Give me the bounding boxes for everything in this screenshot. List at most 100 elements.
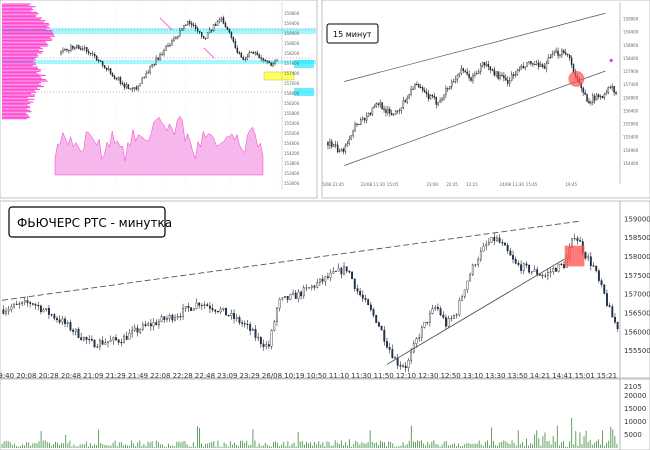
main-title: ФЬЮЧЕРС РТС - минутка — [17, 216, 172, 230]
candle-body — [367, 299, 370, 306]
candle-body — [272, 63, 274, 66]
candle-body — [466, 280, 469, 291]
candle-body — [386, 341, 388, 348]
candle-body — [183, 25, 185, 29]
candle-body — [249, 324, 252, 331]
candle-body — [284, 296, 286, 298]
profile-y-tick-label: 157400 — [284, 71, 300, 76]
candle-body — [260, 57, 262, 59]
candle-body — [530, 61, 532, 64]
candle-body — [613, 86, 615, 93]
main-x-tick-label: 26/08 — [262, 372, 282, 380]
candle-body — [601, 96, 604, 99]
candle-body — [86, 47, 88, 52]
candle-body — [127, 84, 130, 89]
candle-body — [7, 309, 10, 312]
candle-body — [219, 309, 222, 313]
candle-body — [517, 263, 520, 265]
candle-body — [362, 117, 364, 120]
candle-body — [532, 63, 534, 65]
candle-body — [595, 94, 598, 101]
candle-body — [332, 271, 335, 274]
candle-body — [466, 71, 468, 75]
inset15-x-tick-label: 22/08 11:30 — [361, 182, 386, 187]
candle-body — [359, 291, 362, 296]
candle-body — [607, 87, 610, 94]
candle-body — [520, 65, 523, 70]
candle-body — [82, 48, 84, 50]
candle-body — [129, 88, 132, 90]
candle-body — [85, 337, 88, 340]
candle-body — [171, 40, 173, 46]
candle-body — [191, 23, 193, 26]
candle-body — [168, 315, 171, 319]
candle-body — [418, 84, 420, 88]
candle-body — [80, 337, 83, 340]
candle-body — [74, 328, 77, 332]
candle-body — [90, 339, 93, 341]
candle-body — [343, 266, 345, 275]
candle-body — [327, 141, 329, 146]
candle-body — [278, 298, 281, 309]
candle-body — [512, 74, 515, 76]
candle-body — [428, 313, 431, 323]
candle-body — [56, 318, 58, 320]
candle-body — [195, 302, 198, 309]
candle-body — [125, 335, 128, 340]
profile-y-tick-label: 156600 — [284, 91, 300, 96]
main-x-tick-label: 11:30 — [351, 372, 371, 380]
candle-body — [505, 77, 507, 81]
candle-body — [179, 316, 182, 318]
candle-body — [414, 84, 416, 90]
candle-body — [534, 64, 536, 66]
main-x-tick-label: 10:19 — [284, 372, 304, 380]
candle-body — [179, 30, 181, 37]
candle-body — [335, 271, 337, 272]
candle-body — [344, 145, 347, 152]
candle-body — [88, 51, 90, 54]
candle-body — [485, 244, 488, 247]
candle-body — [354, 123, 356, 132]
candle-body — [115, 78, 118, 80]
inset15-y-tick-label: 154900 — [623, 148, 639, 153]
candle-body — [13, 303, 15, 308]
inset15-y-tick-label: 157900 — [623, 69, 639, 74]
candle-body — [173, 38, 175, 41]
candle-body — [82, 337, 85, 340]
candle-body — [536, 62, 538, 65]
candle-body — [561, 50, 563, 56]
candle-body — [34, 304, 37, 306]
candle-body — [324, 276, 327, 282]
candle-body — [224, 23, 227, 28]
candle-body — [68, 49, 70, 51]
candle-body — [99, 340, 101, 348]
candle-body — [501, 74, 503, 76]
candle-body — [10, 306, 13, 310]
main-y-tick-label: 159000 — [624, 215, 650, 223]
candle-body — [259, 337, 262, 345]
profile-y-tick-label: 155400 — [284, 121, 300, 126]
candle-body — [510, 74, 513, 81]
candle-body — [433, 95, 436, 98]
main-x-tick-label: 15:21 — [597, 372, 617, 380]
candle-body — [26, 300, 29, 303]
candle-body — [586, 94, 588, 102]
candle-body — [5, 310, 7, 314]
candle-body — [493, 69, 495, 76]
candle-body — [112, 337, 115, 341]
candle-body — [435, 97, 437, 105]
main-y-tick-label: 157000 — [624, 291, 650, 299]
candle-body — [358, 124, 360, 126]
profile-highlight-band — [2, 28, 316, 34]
candle-body — [443, 94, 445, 100]
candle-body — [101, 61, 104, 66]
candle-body — [508, 80, 511, 84]
candle-body — [115, 337, 117, 341]
candle-body — [182, 308, 184, 317]
candle-body — [551, 54, 553, 58]
candle-body — [31, 303, 34, 305]
inset15-y-tick-label: 159900 — [623, 17, 639, 22]
candle-body — [458, 73, 461, 76]
candle-body — [415, 338, 418, 344]
candle-body — [525, 263, 528, 266]
